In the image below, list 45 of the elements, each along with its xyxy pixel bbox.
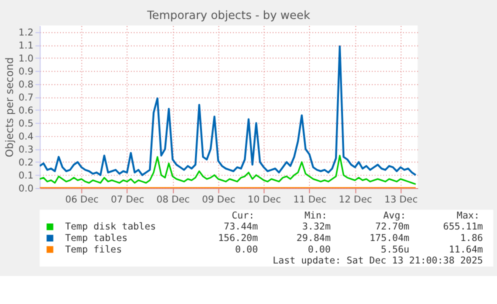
x-tick-label: 08 Dec bbox=[156, 194, 190, 206]
x-tick-label: 12 Dec bbox=[338, 194, 372, 206]
text: 29.84m bbox=[296, 232, 331, 244]
text: 11.64m bbox=[448, 244, 484, 256]
text: Avg: bbox=[383, 210, 406, 222]
text: 3.32m bbox=[302, 222, 331, 233]
y-tick-label: 0.4 bbox=[18, 131, 34, 142]
y-tick-label: 0.5 bbox=[18, 118, 34, 130]
text: Cur: bbox=[232, 210, 254, 222]
y-tick-label: 0.2 bbox=[18, 157, 34, 168]
x-tick-label: 06 Dec bbox=[65, 194, 99, 206]
text: Min: bbox=[304, 210, 328, 222]
y-tick-label: 0.8 bbox=[18, 79, 34, 90]
y-tick-label: 0.7 bbox=[18, 92, 34, 104]
y-tick-label: 1.1 bbox=[18, 40, 34, 52]
x-tick-label: 10 Dec bbox=[248, 194, 281, 206]
text: Max: bbox=[456, 210, 480, 222]
text: 1.86 bbox=[460, 232, 484, 244]
text: 5.56u bbox=[380, 244, 410, 256]
x-tick-label: 07 Dec bbox=[110, 194, 144, 206]
y-tick-label: 1.2 bbox=[18, 27, 34, 38]
chart-title: Temporary objects - by week bbox=[146, 8, 311, 22]
legend-label: Temp tables bbox=[65, 232, 128, 244]
text: 73.44m bbox=[224, 222, 258, 233]
line-series bbox=[40, 154, 416, 185]
text: 156.20m bbox=[218, 232, 258, 244]
text: 0.00 bbox=[235, 244, 258, 256]
text: 0.00 bbox=[308, 244, 331, 256]
y-tick-label: 0.9 bbox=[18, 66, 34, 78]
y-tick-label: 0.3 bbox=[18, 144, 34, 156]
y-tick-label: 0.1 bbox=[18, 170, 34, 182]
text: 72.70m bbox=[375, 222, 410, 233]
y-axis-title: Objects per second bbox=[4, 57, 16, 158]
x-tick-label: 11 Dec bbox=[293, 194, 326, 206]
text: Last update: Sat Dec 13 21:00:38 2025 bbox=[272, 256, 483, 267]
text: 655.11m bbox=[443, 222, 484, 233]
line-series bbox=[40, 45, 417, 176]
legend-label: Temp disk tables bbox=[65, 222, 156, 233]
text: 175.04m bbox=[370, 232, 410, 244]
y-tick-label: 0.0 bbox=[18, 183, 34, 194]
y-tick-label: 0.6 bbox=[18, 105, 34, 116]
x-tick-label: 13 Dec bbox=[384, 194, 418, 206]
y-tick-label: 1.0 bbox=[18, 53, 34, 64]
legend-label: Temp files bbox=[65, 244, 122, 256]
x-tick-label: 09 Dec bbox=[202, 194, 236, 206]
